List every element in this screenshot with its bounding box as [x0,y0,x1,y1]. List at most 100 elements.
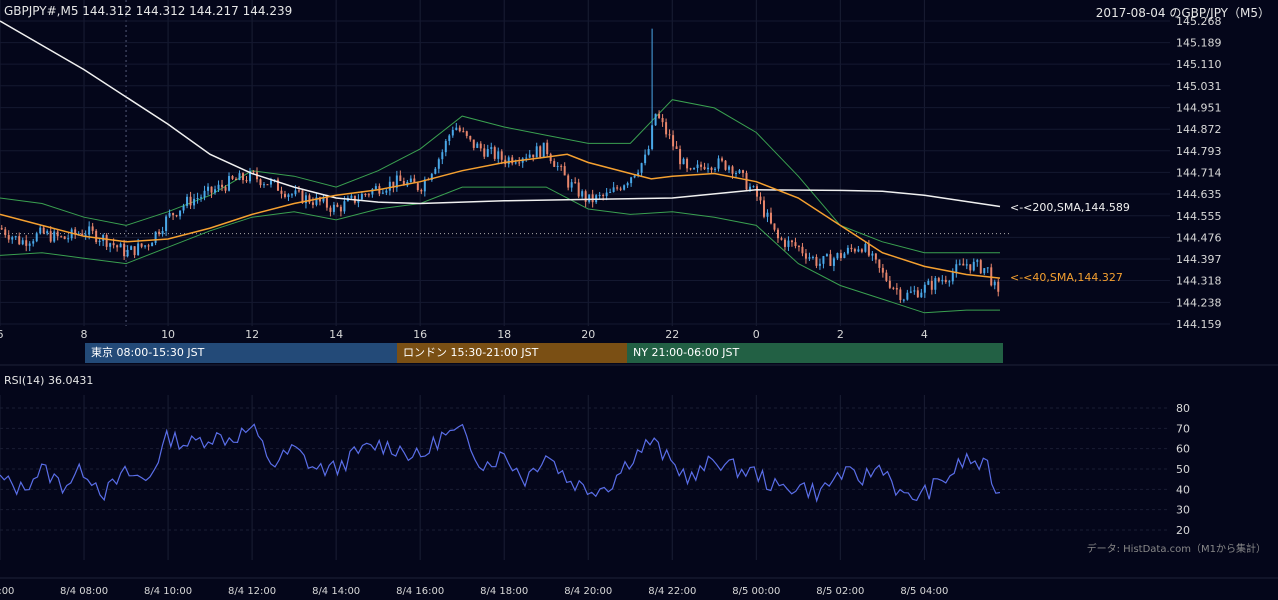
session-tokyo: 東京 08:00-15:30 JST [85,343,397,363]
candle-body [269,180,272,185]
candle-body [91,226,94,231]
candle-body [374,186,377,190]
candle-body [535,146,538,158]
candle-body [546,142,549,155]
candle-body [721,158,724,161]
candle-body [116,245,119,248]
candle-body [640,163,643,173]
candle-body [360,194,363,200]
candle-body [979,260,982,274]
bollinger-lower [0,186,1000,314]
candle-body [490,147,493,150]
candle-body [829,254,832,266]
candle-body [871,253,874,256]
candle-body [783,239,786,247]
candle-body [867,243,870,256]
candle-body [878,259,881,268]
candle-body [948,281,951,283]
candle-body [112,243,115,246]
candle-body [283,193,286,197]
candle-body [154,231,157,243]
candle-body [304,195,307,204]
x-tick-label: 14 [329,328,343,341]
candle-body [308,195,311,203]
candle-body [619,188,622,190]
bollinger-upper [0,99,1000,254]
candle-body [752,186,755,188]
candle-body [647,149,650,155]
price-tick-label: 145.031 [1176,80,1222,93]
candle-body [790,240,793,243]
candle-body [189,196,192,206]
candle-body [902,299,905,301]
candle-body [259,179,262,186]
candle-body [500,151,503,160]
x-tick-label: 18 [497,328,511,341]
candle-body [186,196,189,206]
candle-body [651,125,654,150]
candle-body [514,162,517,164]
candle-body [395,175,398,188]
candle-body [315,197,318,205]
candle-body [14,236,17,238]
candle-body [909,291,912,293]
candle-body [787,240,790,247]
x-tick-label: 2 [837,328,844,341]
candle-body [776,229,779,239]
candle-body [493,147,496,159]
candle-body [609,191,612,193]
candle-body [668,134,671,136]
candle-body [766,212,769,217]
candle-body [630,177,633,184]
candle-body [462,131,465,133]
price-tick-label: 144.476 [1176,231,1222,244]
candle-body [913,290,916,292]
time-axis-label: 8/4 20:00 [564,586,612,597]
candle-body [458,127,461,132]
candle-body [165,216,168,232]
candle-body [549,154,552,162]
candle-body [63,236,66,240]
sma200-label: <-<200,SMA,144.589 [1010,201,1130,214]
price-tick-label: 144.793 [1176,145,1222,158]
candle-body [235,178,238,180]
source-note: データ: HistData.com（M1から集計） [1086,544,1266,555]
candle-body [49,231,52,242]
candle-body [850,247,853,250]
rsi-tick-label: 70 [1176,422,1190,435]
time-axis-label: 8/5 02:00 [816,586,864,597]
candle-body [735,173,738,175]
candle-body [262,184,265,186]
candle-body [665,122,668,135]
candle-body [81,233,84,236]
candle-body [584,191,587,202]
candle-body [591,194,594,203]
candle-body [567,175,570,188]
candle-body [703,166,706,170]
candle-body [301,190,304,204]
candle-body [553,161,556,167]
candle-body [476,143,479,148]
candle-body [364,194,367,196]
candle-body [28,243,31,246]
candle-body [381,192,384,194]
price-tick-label: 144.318 [1176,275,1222,288]
candle-body [839,253,842,258]
candle-body [993,281,996,286]
candle-body [899,289,902,300]
rsi-label: RSI(14) 36.0431 [4,374,94,387]
candle-body [416,183,419,190]
candle-body [881,267,884,273]
candle-body [402,181,405,186]
candle-body [528,154,531,158]
time-axis-label: 8/4 12:00 [228,586,276,597]
candle-body [140,243,143,247]
candle-body [563,166,566,176]
price-tick-label: 144.635 [1176,188,1222,201]
candle-body [217,184,220,190]
candle-body [32,241,35,244]
x-tick-label: 8 [81,328,88,341]
candle-body [102,235,105,241]
candle-body [846,247,849,254]
candle-body [654,113,657,126]
